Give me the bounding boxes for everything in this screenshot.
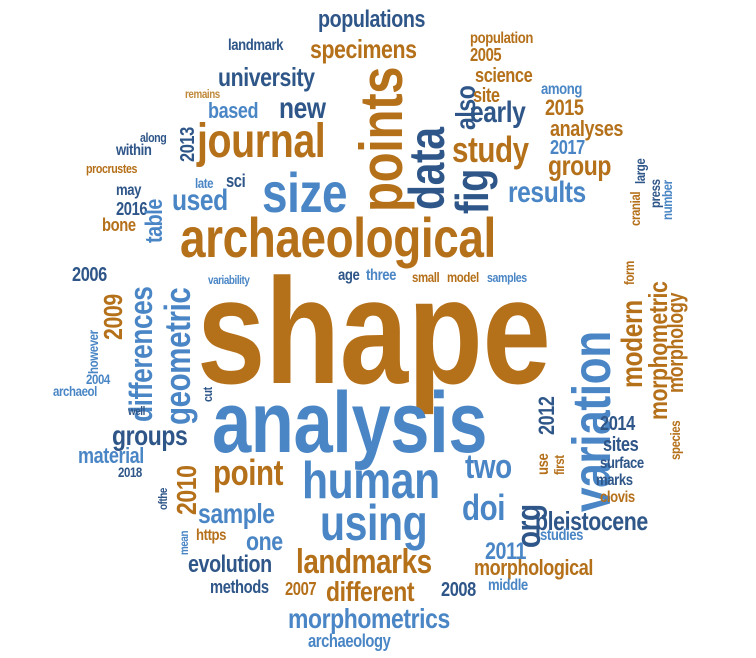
word-2008: 2008 — [441, 579, 476, 601]
word-use: use — [535, 453, 552, 475]
word-populations: populations — [318, 6, 425, 33]
word-fig: fig — [446, 169, 498, 214]
word-along: along — [140, 130, 167, 145]
word-however: however — [85, 330, 101, 374]
word-site: site — [473, 85, 500, 107]
word-2007: 2007 — [285, 579, 317, 599]
word-journal: journal — [197, 115, 326, 168]
word-used: used — [172, 184, 228, 217]
word-university: university — [218, 62, 315, 92]
word-science: science — [475, 65, 533, 87]
word-landmark: landmark — [228, 37, 284, 54]
word-evolution: evolution — [188, 551, 272, 578]
word-geometric: geometric — [157, 287, 198, 425]
word-material: material — [78, 443, 144, 468]
word-doi: doi — [462, 487, 506, 528]
word-archaeological: archaeological — [180, 206, 496, 269]
word-among: among — [541, 81, 582, 98]
word-surface: surface — [600, 455, 644, 472]
word-bone: bone — [102, 215, 136, 235]
word-2013: 2013 — [177, 127, 199, 162]
word-results: results — [508, 176, 586, 209]
word-species: species — [667, 420, 683, 460]
word-2010: 2010 — [171, 465, 202, 515]
word-sci: sci — [226, 171, 246, 191]
word-age: age — [338, 267, 360, 284]
word-morphometrics: morphometrics — [288, 603, 450, 634]
word-clovis: clovis — [600, 489, 635, 506]
word-middle: middle — [488, 577, 528, 594]
word-human: human — [302, 452, 440, 510]
word-2015: 2015 — [545, 95, 584, 120]
word-population: population — [470, 30, 533, 47]
word-marks: marks — [596, 472, 633, 489]
word-form: form — [621, 261, 637, 285]
word-analysis: analysis — [212, 375, 488, 471]
word-group: group — [548, 150, 611, 181]
word-model: model — [447, 269, 479, 285]
word-sites: sites — [603, 434, 639, 456]
word-2005: 2005 — [470, 45, 502, 65]
word-small: small — [412, 269, 440, 285]
word-archaeology: archaeology — [308, 631, 391, 651]
word-one: one — [246, 526, 283, 556]
word-2014: 2014 — [600, 413, 635, 435]
word-well: well — [128, 404, 145, 418]
word-two: two — [465, 448, 512, 486]
word-new: new — [279, 92, 326, 125]
word-2017: 2017 — [550, 137, 585, 159]
word-differences: differences — [123, 286, 159, 422]
word-cut: cut — [200, 387, 215, 402]
word-first: first — [551, 455, 567, 475]
word-within: within — [116, 142, 152, 159]
word-landmarks: landmarks — [296, 543, 432, 581]
word-data: data — [399, 127, 455, 210]
word-table: table — [141, 199, 168, 243]
word-variability: variability — [208, 273, 250, 287]
word-based: based — [208, 98, 259, 123]
word-groups: groups — [112, 420, 188, 451]
word-number: number — [659, 180, 675, 220]
word-2018: 2018 — [118, 464, 142, 480]
word-early: early — [470, 96, 526, 129]
word-2009: 2009 — [98, 294, 128, 340]
word-studies: studies — [540, 527, 584, 544]
word-2006: 2006 — [72, 264, 107, 286]
word-https: https — [196, 527, 227, 544]
word-morphological: morphological — [474, 555, 593, 580]
word-archaeol: archaeol — [53, 383, 97, 399]
word-morphology: morphology — [663, 292, 688, 393]
word-late: late — [195, 175, 214, 191]
word-procrustes: procrustes — [86, 161, 138, 176]
word-study: study — [452, 129, 529, 170]
word-size: size — [262, 161, 348, 224]
word-2004: 2004 — [86, 371, 110, 387]
word-methods: methods — [210, 577, 269, 597]
word-sample: sample — [198, 498, 275, 529]
word-point: point — [213, 452, 284, 493]
word-specimens: specimens — [310, 34, 417, 64]
word-using: using — [320, 495, 428, 551]
word-different: different — [326, 576, 415, 607]
word-cranial: cranial — [627, 191, 643, 226]
word-three: three — [366, 267, 397, 284]
word-pleistocene: pleistocene — [535, 506, 648, 536]
word-2016: 2016 — [116, 199, 148, 219]
word-may: may — [116, 182, 142, 199]
word-shape: shape — [197, 247, 551, 415]
word-analyses: analyses — [550, 116, 623, 141]
word-large: large — [632, 158, 648, 184]
word-2012: 2012 — [534, 396, 559, 435]
word-2011: 2011 — [485, 538, 527, 565]
word-ofthe: ofthe — [156, 488, 170, 510]
word-samples: samples — [487, 270, 527, 285]
word-mean: mean — [177, 530, 191, 555]
word-remains: remains — [185, 87, 220, 101]
